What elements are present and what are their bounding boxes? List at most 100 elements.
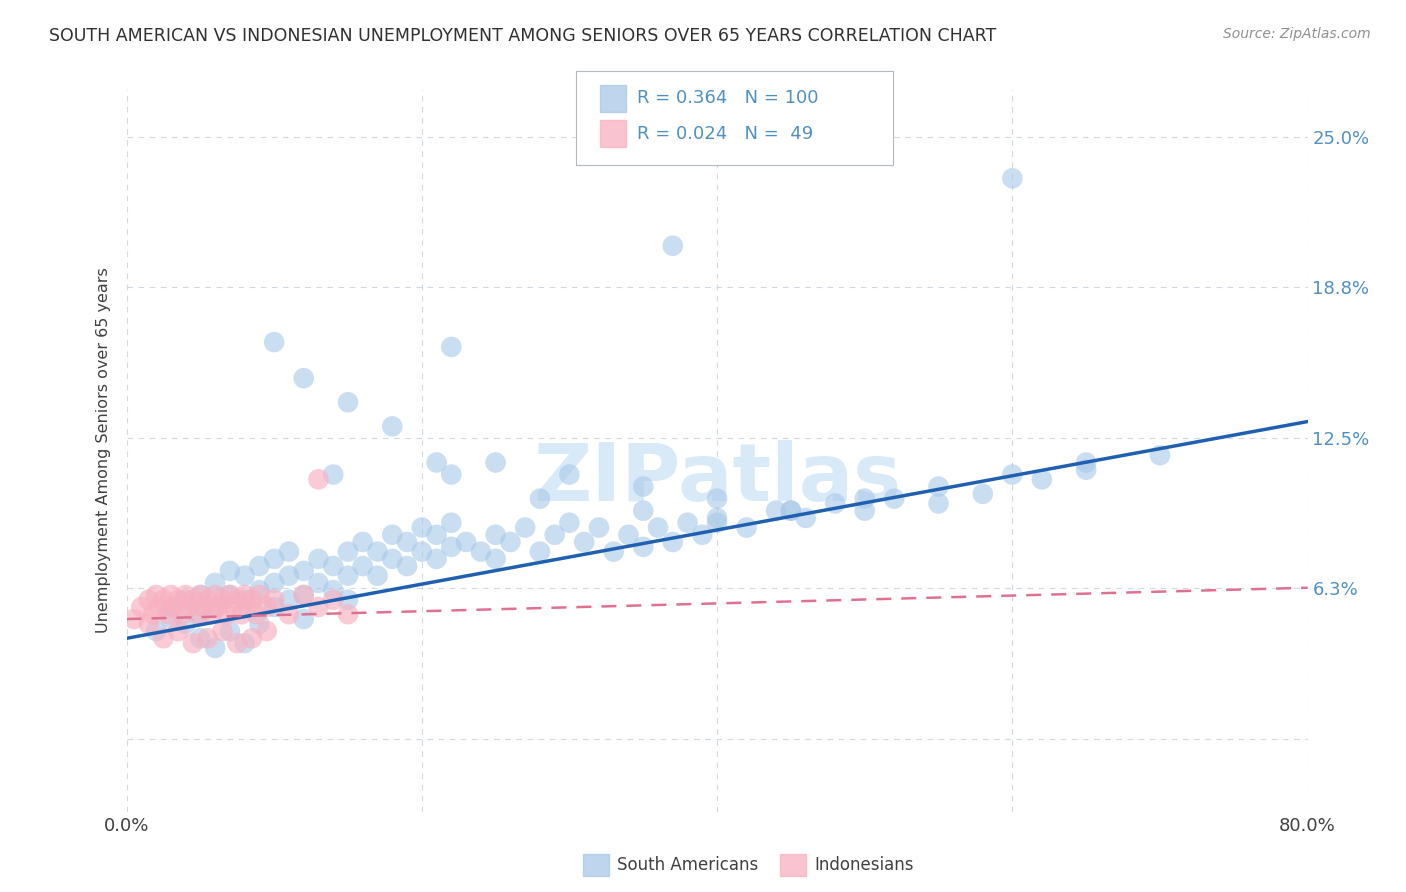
Point <box>337 544 360 558</box>
Point <box>588 520 610 534</box>
Point <box>201 607 224 622</box>
Point <box>215 607 238 622</box>
Point <box>138 616 160 631</box>
Point <box>972 487 994 501</box>
Point <box>853 503 876 517</box>
Point <box>197 632 219 646</box>
Point <box>256 624 278 639</box>
Point <box>440 340 463 354</box>
Point <box>470 544 492 558</box>
Point <box>308 472 330 486</box>
Point <box>574 535 596 549</box>
Point <box>193 599 215 614</box>
Point <box>529 491 551 506</box>
Text: Source: ZipAtlas.com: Source: ZipAtlas.com <box>1223 27 1371 41</box>
Point <box>928 480 950 494</box>
Text: R = 0.364   N = 100: R = 0.364 N = 100 <box>637 89 818 107</box>
Point <box>1001 171 1024 186</box>
Point <box>322 467 344 482</box>
Point <box>188 588 212 602</box>
Point <box>148 599 170 614</box>
Point <box>219 564 242 578</box>
Point <box>219 624 242 639</box>
Point <box>204 640 226 655</box>
Point <box>231 607 253 622</box>
Text: SOUTH AMERICAN VS INDONESIAN UNEMPLOYMENT AMONG SENIORS OVER 65 YEARS CORRELATIO: SOUTH AMERICAN VS INDONESIAN UNEMPLOYMEN… <box>49 27 997 45</box>
Point <box>236 599 259 614</box>
Point <box>292 588 315 602</box>
Point <box>352 559 374 574</box>
Point <box>499 535 522 549</box>
Point <box>233 592 256 607</box>
Point <box>337 395 360 409</box>
Point <box>633 540 655 554</box>
Point <box>1076 463 1098 477</box>
Point <box>145 588 167 602</box>
Point <box>152 592 174 607</box>
Point <box>263 599 285 614</box>
Point <box>188 588 212 602</box>
Point <box>249 616 271 631</box>
Point <box>181 592 204 607</box>
Point <box>633 503 655 517</box>
Point <box>322 559 344 574</box>
Point <box>367 544 389 558</box>
Point <box>322 592 344 607</box>
Point <box>263 592 285 607</box>
Point <box>263 576 285 591</box>
Point <box>603 544 626 558</box>
Point <box>396 535 419 549</box>
Point <box>292 588 315 602</box>
Point <box>484 455 508 469</box>
Point <box>188 607 212 622</box>
Point <box>617 528 640 542</box>
Point <box>278 592 301 607</box>
Point <box>735 520 758 534</box>
Point <box>226 636 249 650</box>
Point <box>138 592 160 607</box>
Point <box>122 612 145 626</box>
Point <box>381 528 404 542</box>
Point <box>222 599 245 614</box>
Point <box>440 516 463 530</box>
Point <box>440 467 463 482</box>
Point <box>515 520 537 534</box>
Point <box>308 599 330 614</box>
Point <box>204 588 226 602</box>
Point <box>188 632 212 646</box>
Point <box>396 559 419 574</box>
Point <box>263 334 285 349</box>
Point <box>1001 467 1024 482</box>
Point <box>292 371 315 385</box>
Point <box>706 491 728 506</box>
Point <box>381 419 404 434</box>
Point <box>174 592 197 607</box>
Point <box>425 528 447 542</box>
Point <box>249 559 271 574</box>
Point <box>211 592 233 607</box>
Point <box>824 496 846 510</box>
Point <box>322 583 344 598</box>
Text: ZIPatlas: ZIPatlas <box>533 441 901 518</box>
Point <box>263 551 285 566</box>
Point <box>219 588 242 602</box>
Point <box>484 528 508 542</box>
Point <box>292 564 315 578</box>
Point <box>543 528 565 542</box>
Point <box>411 544 433 558</box>
Point <box>181 636 204 650</box>
Point <box>256 599 278 614</box>
Point <box>780 503 803 517</box>
Point <box>928 496 950 510</box>
Point <box>204 576 226 591</box>
Point <box>425 455 447 469</box>
Text: Indonesians: Indonesians <box>814 856 914 874</box>
Point <box>211 624 233 639</box>
Point <box>1076 455 1098 469</box>
Point <box>633 480 655 494</box>
Point <box>160 612 183 626</box>
Point <box>352 535 374 549</box>
Point <box>367 568 389 582</box>
Point <box>308 551 330 566</box>
Point <box>662 535 685 549</box>
